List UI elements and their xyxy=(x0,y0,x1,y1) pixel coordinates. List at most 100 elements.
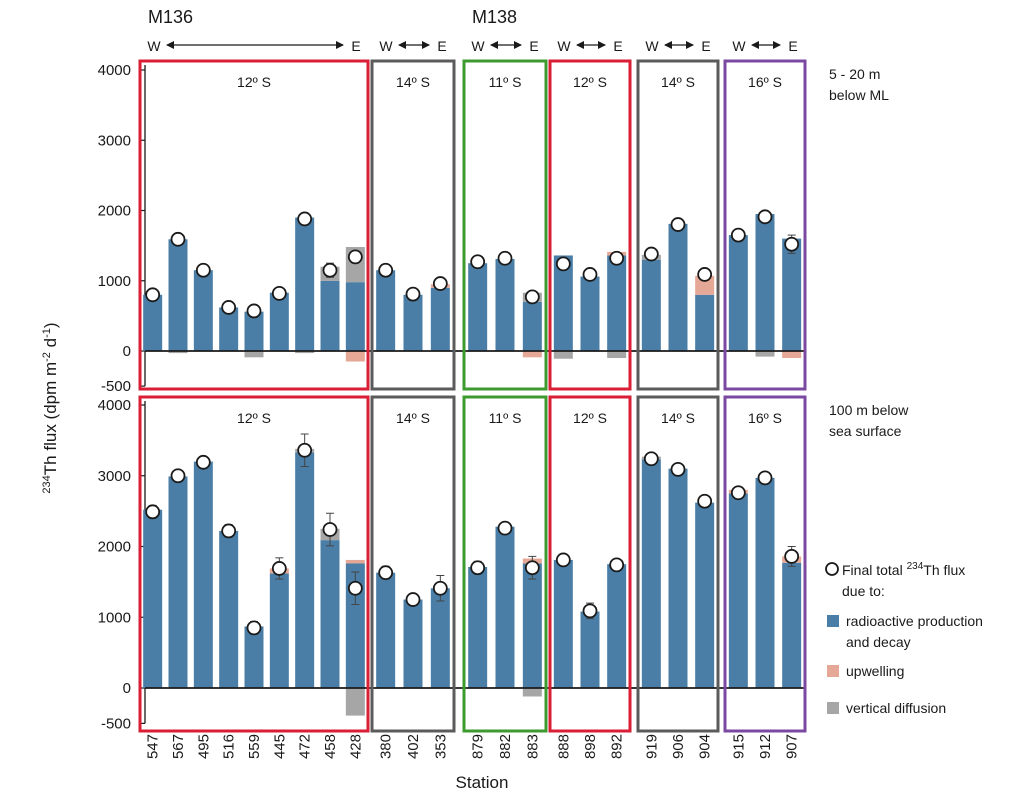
y-tick-label: 3000 xyxy=(98,468,131,485)
bar-radioactive-919 xyxy=(641,459,661,688)
bar-diffusion-negative-912 xyxy=(755,351,775,357)
legend-radioactive-label-line2: and decay xyxy=(846,634,911,650)
bar-radioactive-380 xyxy=(376,572,396,688)
cruise-headers: M136 M138 xyxy=(148,7,517,27)
bar-radioactive-879 xyxy=(468,567,488,688)
station-label-495: 495 xyxy=(195,734,212,759)
total-flux-marker-458 xyxy=(322,262,338,278)
bar-radioactive-559 xyxy=(244,626,264,688)
y-tick-label: 3000 xyxy=(98,132,131,149)
bar-radioactive-472 xyxy=(295,217,315,351)
total-flux-marker-547 xyxy=(145,287,161,303)
bar-radioactive-883 xyxy=(522,301,542,351)
total-flux-marker-428 xyxy=(347,580,363,596)
bar-radioactive-516 xyxy=(219,530,239,688)
west-label: W xyxy=(471,38,485,54)
group-box-3 xyxy=(548,395,632,733)
y-tick-label: -500 xyxy=(101,378,131,395)
west-label: W xyxy=(379,38,393,54)
total-flux-marker-915 xyxy=(730,227,746,243)
total-flux-marker-898 xyxy=(582,603,598,619)
latitude-label: 14º S xyxy=(661,74,695,90)
station-label-898: 898 xyxy=(582,734,599,759)
latitude-label: 14º S xyxy=(396,74,430,90)
west-label: W xyxy=(732,38,746,54)
legend-total-sup: 234 xyxy=(907,561,924,572)
y-axis-title-mid: d xyxy=(41,338,60,352)
total-flux-marker-428 xyxy=(347,249,363,265)
y-tick-label: 1000 xyxy=(98,609,131,626)
legend-diffusion-label: vertical diffusion xyxy=(846,700,946,716)
y-tick-label: 0 xyxy=(123,343,131,360)
latitude-label: 16º S xyxy=(748,74,782,90)
legend-total-label-line2: due to: xyxy=(842,583,885,599)
bar-radioactive-907 xyxy=(782,238,802,351)
group-box-1 xyxy=(370,59,456,391)
total-flux-marker-906 xyxy=(670,217,686,232)
y-axis-title-sup2: -2 xyxy=(41,352,53,362)
station-label-547: 547 xyxy=(145,734,162,759)
bar-radioactive-402 xyxy=(403,294,423,351)
bar-radioactive-882 xyxy=(495,526,515,688)
bar-radioactive-353 xyxy=(430,287,450,351)
station-label-559: 559 xyxy=(246,734,263,759)
east-label: E xyxy=(613,38,622,54)
total-flux-marker-495 xyxy=(195,262,211,278)
total-flux-marker-516 xyxy=(221,300,237,315)
legend-total-post: Th flux xyxy=(923,562,965,578)
group-box-5 xyxy=(723,395,807,733)
total-flux-marker-567 xyxy=(170,231,186,247)
latitude-label: 12º S xyxy=(237,410,271,426)
station-label-428: 428 xyxy=(347,734,364,759)
latitude-label: 12º S xyxy=(573,74,607,90)
bar-radioactive-882 xyxy=(495,258,515,351)
station-label-516: 516 xyxy=(221,734,238,759)
bar-radioactive-428 xyxy=(345,282,365,351)
y-tick-label: 4000 xyxy=(98,397,131,414)
total-flux-marker-882 xyxy=(497,520,513,536)
east-label: E xyxy=(437,38,446,54)
panel-depth-label: sea surface xyxy=(829,423,902,439)
bar-radioactive-879 xyxy=(468,263,488,351)
station-label-883: 883 xyxy=(524,734,541,759)
legend-radioactive-swatch xyxy=(827,615,839,627)
bar-radioactive-919 xyxy=(641,259,661,351)
y-axis-title-sup1: 234 xyxy=(41,475,53,493)
x-axis-title: Station xyxy=(456,773,509,792)
total-flux-marker-380 xyxy=(378,565,394,581)
east-label: E xyxy=(529,38,538,54)
latitude-label: 14º S xyxy=(396,410,430,426)
legend-upwelling-label: upwelling xyxy=(846,663,904,679)
bar-radioactive-495 xyxy=(193,461,213,688)
bar-radioactive-428 xyxy=(345,563,365,688)
total-flux-marker-883 xyxy=(524,560,540,576)
y-axis-title-end: ) xyxy=(41,322,60,328)
bar-radioactive-906 xyxy=(668,468,688,688)
legend-radioactive-label: radioactive production xyxy=(846,613,983,629)
total-flux-marker-567 xyxy=(170,468,186,484)
y-axis-title: 234Th flux (dpm m-2 d-1) xyxy=(41,322,60,493)
station-label-888: 888 xyxy=(555,734,572,759)
y-tick-label: 4000 xyxy=(98,62,131,79)
group-box-3 xyxy=(548,59,632,391)
cruise-label-m138: M138 xyxy=(472,7,517,27)
y-tick-label: -500 xyxy=(101,715,131,732)
total-flux-marker-882 xyxy=(497,250,513,266)
group-box-5 xyxy=(723,59,807,391)
group-box-4 xyxy=(636,59,720,391)
station-label-907: 907 xyxy=(784,734,801,759)
legend-total-marker xyxy=(825,562,839,576)
bar-radioactive-883 xyxy=(522,563,542,688)
station-label-882: 882 xyxy=(497,734,514,759)
total-flux-marker-892 xyxy=(609,557,625,573)
legend-total-label: Final total 234Th flux xyxy=(842,561,965,578)
east-label: E xyxy=(351,38,360,54)
y-tick-label: 2000 xyxy=(98,539,131,556)
bar-upwelling-negative-907 xyxy=(782,351,802,359)
latitude-label: 16º S xyxy=(748,410,782,426)
station-label-458: 458 xyxy=(322,734,339,759)
latitude-label: 11º S xyxy=(489,410,522,426)
bar-radioactive-458 xyxy=(320,540,340,688)
total-flux-marker-472 xyxy=(297,211,313,227)
